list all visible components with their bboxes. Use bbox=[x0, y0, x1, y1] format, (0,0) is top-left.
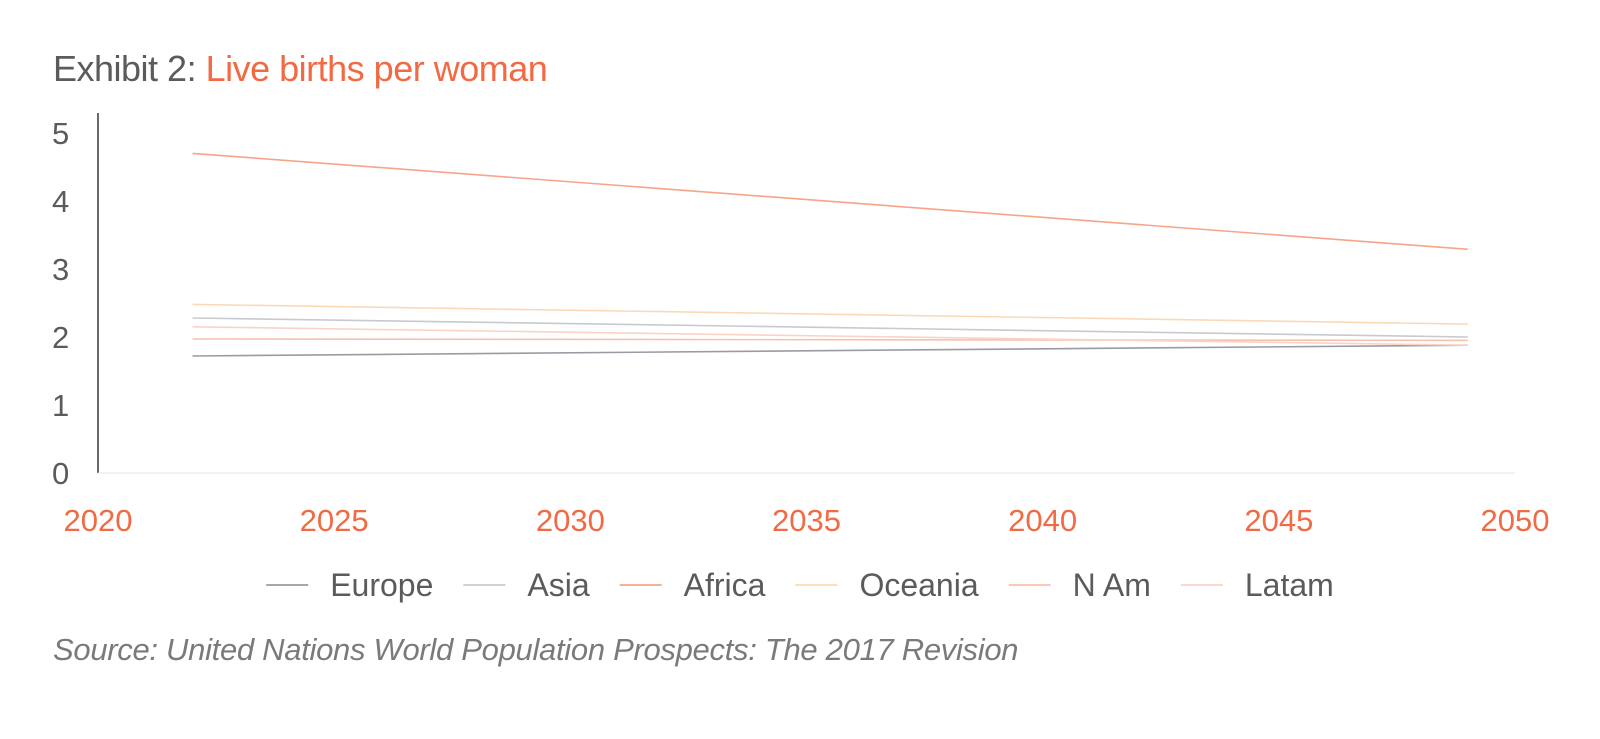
x-tick-label: 2050 bbox=[1481, 503, 1550, 538]
legend-label: Asia bbox=[527, 567, 589, 603]
y-tick-label: 1 bbox=[52, 388, 69, 423]
legend-label: N Am bbox=[1073, 567, 1151, 603]
y-tick-label: 4 bbox=[52, 184, 69, 219]
series-line-n-am bbox=[192, 338, 1468, 342]
x-tick-label: 2030 bbox=[536, 503, 605, 538]
legend-label: Africa bbox=[684, 567, 766, 603]
x-tick-label: 2040 bbox=[1008, 503, 1077, 538]
legend-label: Latam bbox=[1245, 567, 1334, 603]
series-line-africa bbox=[192, 152, 1468, 251]
y-tick-label: 0 bbox=[52, 456, 69, 491]
x-tick-label: 2025 bbox=[300, 503, 369, 538]
x-tick-label: 2035 bbox=[772, 503, 841, 538]
legend-label: Oceania bbox=[859, 567, 978, 603]
series-line-oceania bbox=[192, 303, 1468, 325]
source-note: Source: United Nations World Population … bbox=[53, 632, 1019, 667]
legend-label: Europe bbox=[330, 567, 433, 603]
y-tick-label: 2 bbox=[52, 320, 69, 355]
title-main: Live births per woman bbox=[205, 48, 548, 89]
y-tick-label: 3 bbox=[52, 252, 69, 287]
chart-title: Exhibit 2: Live births per woman bbox=[53, 48, 548, 90]
series-line-latam bbox=[192, 326, 1468, 346]
series-line-asia bbox=[192, 317, 1468, 338]
y-tick-label: 5 bbox=[52, 116, 69, 151]
x-tick-label: 2020 bbox=[64, 503, 133, 538]
series-line-europe bbox=[192, 344, 1468, 357]
title-prefix: Exhibit 2: bbox=[53, 48, 197, 89]
x-tick-label: 2045 bbox=[1244, 503, 1313, 538]
